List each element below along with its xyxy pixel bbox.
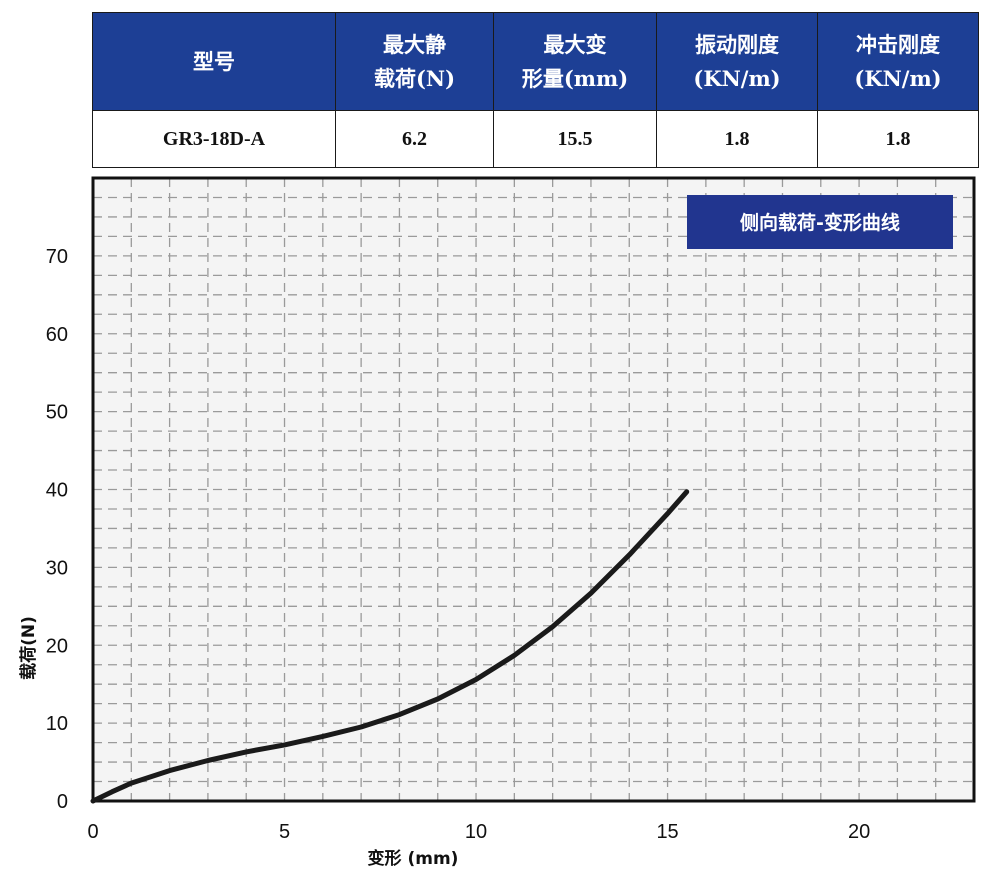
y-tick-label: 70 (46, 246, 68, 268)
x-axis-ticks: 0 5 10 15 20 (87, 821, 870, 843)
header-vibration-stiffness-line2: (KN/m) (693, 65, 781, 91)
header-model: 型号 (92, 12, 336, 111)
header-shock-stiffness: 冲击刚度 (KN/m) (817, 12, 979, 111)
y-tick-label: 10 (46, 713, 68, 735)
header-max-deformation-line1: 最大变 (543, 31, 607, 57)
cell-model: GR3-18D-A (92, 110, 336, 168)
y-axis-ticks: 0 10 20 30 40 50 60 70 (46, 246, 68, 813)
chart-title-box (687, 195, 953, 249)
x-tick-label: 15 (656, 821, 678, 843)
y-tick-label: 30 (46, 557, 68, 579)
x-axis-label: 变形 (mm) (368, 848, 459, 869)
cell-max-deformation: 15.5 (493, 110, 657, 168)
header-max-deformation-line2: 形量(mm) (521, 65, 629, 91)
header-max-static-load-line1: 最大静 (383, 31, 446, 57)
header-vibration-stiffness: 振动刚度 (KN/m) (656, 12, 818, 111)
y-tick-label: 0 (57, 791, 68, 813)
grid (93, 178, 974, 801)
series-line (90, 489, 690, 804)
y-axis-label: 载荷(N) (18, 616, 39, 680)
cell-shock-stiffness: 1.8 (817, 110, 979, 168)
y-tick-label: 40 (46, 480, 68, 502)
chart-title: 侧向载荷-变形曲线 (740, 211, 900, 234)
x-tick-label: 5 (279, 821, 290, 843)
header-max-deformation: 最大变 形量(mm) (493, 12, 657, 111)
y-tick-label: 60 (46, 324, 68, 346)
y-tick-label: 50 (46, 402, 68, 424)
cell-max-static-load: 6.2 (335, 110, 494, 168)
spec-table: 型号 最大静 载荷(N) 最大变 形量(mm) 振动刚度 (KN/m) 冲击刚度… (92, 12, 979, 168)
cell-vibration-stiffness: 1.8 (656, 110, 818, 168)
spec-header-row: 型号 最大静 载荷(N) 最大变 形量(mm) 振动刚度 (KN/m) 冲击刚度… (92, 12, 979, 111)
header-shock-stiffness-line1: 冲击刚度 (856, 31, 940, 57)
plot-frame (91, 176, 976, 803)
header-vibration-stiffness-line1: 振动刚度 (695, 31, 779, 57)
header-shock-stiffness-line2: (KN/m) (854, 65, 942, 91)
x-tick-label: 20 (848, 821, 870, 843)
spec-data-row: GR3-18D-A 6.2 15.5 1.8 1.8 (92, 110, 979, 168)
y-tick-label: 20 (46, 635, 68, 657)
header-model-label: 型号 (193, 48, 235, 74)
header-max-static-load-line2: 载荷(N) (373, 65, 456, 91)
x-tick-label: 10 (465, 821, 487, 843)
x-tick-label: 0 (87, 821, 98, 843)
